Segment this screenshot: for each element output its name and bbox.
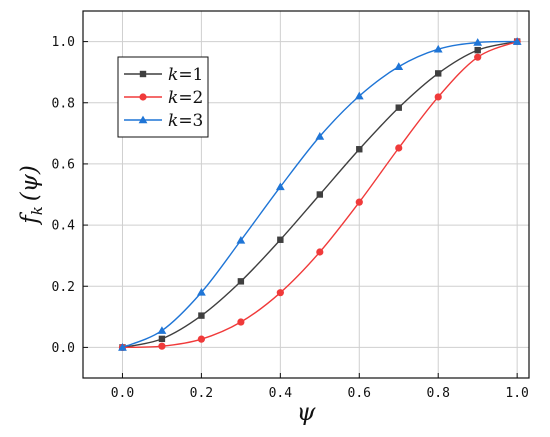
y-axis-title-subscript: k [28, 206, 46, 215]
legend-item-k=3: k=3 [124, 111, 203, 131]
x-tick-label: 0.2 [190, 386, 213, 401]
legend-marker [138, 115, 148, 124]
svg-text:fk(ψ): fk (ψ) [17, 165, 46, 226]
data-point-k=1 [316, 191, 324, 198]
x-tick-label: 0.8 [426, 386, 449, 401]
data-point-k=3 [473, 38, 483, 46]
data-point-k=3 [512, 37, 522, 45]
data-point-k=3 [433, 44, 443, 53]
data-point-k=2 [434, 93, 442, 101]
data-point-k=1 [474, 46, 481, 54]
x-tick-label: 0.0 [111, 386, 134, 401]
data-point-k=3 [315, 131, 325, 140]
series-k=3 [118, 37, 522, 351]
series-k=2 [118, 37, 521, 352]
legend-marker [139, 70, 147, 78]
y-tick-label: 0.4 [52, 219, 76, 234]
data-point-k=1 [277, 236, 284, 243]
ticks: 0.0 0.2 0.4 0.6 0.8 1.0 0.0 0.2 0.4 0.6 0.8 1.0 [52, 35, 529, 401]
legend: k=1 k=2 k=3 [117, 56, 209, 138]
data-point-k=2 [158, 342, 166, 350]
legend-item-k=2: k=2 [124, 88, 203, 108]
data-point-k=2 [395, 144, 403, 152]
series [118, 37, 522, 352]
legend-label: k=1 [168, 65, 203, 85]
x-tick-label: 0.4 [269, 386, 293, 401]
data-point-k=3 [236, 235, 246, 244]
data-point-k=2 [276, 289, 284, 297]
legend-label: k=2 [168, 88, 203, 108]
data-point-k=3 [197, 287, 206, 296]
data-point-k=1 [158, 335, 166, 343]
data-point-k=2 [316, 248, 324, 256]
data-point-k=2 [197, 335, 206, 343]
y-tick-label: 0.0 [52, 341, 75, 356]
y-tick-label: 0.2 [52, 280, 75, 295]
y-axis-title-main: f [17, 212, 43, 226]
legend-label: k=3 [168, 111, 203, 131]
data-point-k=2 [474, 53, 482, 61]
plot-frame [82, 10, 530, 379]
x-axis-title: ψ [297, 398, 317, 426]
data-point-k=1 [435, 70, 442, 77]
data-point-k=3 [118, 343, 127, 351]
data-point-k=1 [237, 278, 245, 285]
data-point-k=1 [198, 312, 205, 319]
y-tick-label: 0.8 [52, 96, 75, 111]
y-axis-title: fk (ψ) [17, 165, 46, 226]
data-point-k=1 [395, 104, 402, 111]
y-tick-label: 1.0 [52, 35, 75, 50]
y-axis-title-argument: (ψ) [17, 165, 43, 201]
y-tick-label: 0.6 [52, 157, 75, 172]
data-point-k=2 [355, 198, 363, 206]
data-point-k=3 [394, 62, 404, 70]
x-tick-label: 0.6 [348, 386, 371, 401]
data-point-k=3 [275, 182, 285, 191]
legend-item-k=1: k=1 [124, 65, 203, 85]
data-point-k=2 [237, 318, 245, 326]
data-point-k=1 [356, 146, 363, 153]
x-tick-label: 1.0 [505, 386, 528, 401]
legend-marker [139, 93, 147, 101]
data-point-k=3 [354, 91, 364, 100]
data-point-k=3 [157, 326, 167, 334]
